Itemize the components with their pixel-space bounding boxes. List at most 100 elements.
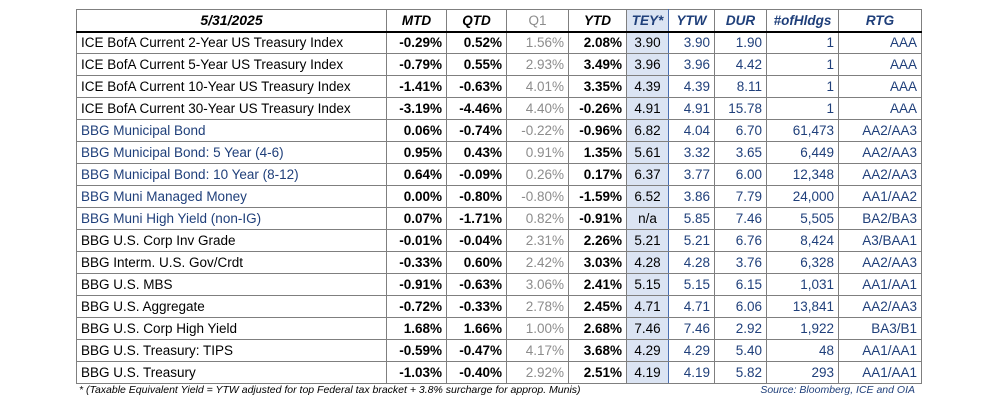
qtd-cell: -0.63% bbox=[446, 75, 507, 98]
dur-cell: 6.06 bbox=[714, 295, 767, 318]
dur-cell: 6.00 bbox=[714, 163, 767, 186]
dur-cell: 7.79 bbox=[714, 185, 767, 208]
qtd-cell: -0.33% bbox=[446, 295, 507, 318]
table-body: ICE BofA Current 2-Year US Treasury Inde… bbox=[76, 31, 922, 384]
mtd-cell: -1.03% bbox=[386, 361, 447, 384]
header-dur: DUR bbox=[714, 9, 767, 33]
qtd-cell: 0.60% bbox=[446, 251, 507, 274]
tey-cell: 5.61 bbox=[626, 141, 669, 164]
tey-cell: 4.39 bbox=[626, 75, 669, 98]
ytd-cell: 2.51% bbox=[568, 361, 627, 384]
rating-cell: AAA bbox=[838, 75, 922, 98]
dur-cell: 7.46 bbox=[714, 207, 767, 230]
qtd-cell: -0.09% bbox=[446, 163, 507, 186]
q1-cell: 1.56% bbox=[506, 31, 569, 54]
q1-cell: 4.40% bbox=[506, 97, 569, 120]
qtd-cell: 0.43% bbox=[446, 141, 507, 164]
dur-cell: 3.65 bbox=[714, 141, 767, 164]
table-row: ICE BofA Current 2-Year US Treasury Inde… bbox=[76, 31, 922, 54]
ytw-cell: 4.28 bbox=[668, 251, 715, 274]
table-row: BBG U.S. Aggregate -0.72% -0.33% 2.78% 2.45%… bbox=[76, 295, 922, 318]
tey-cell: 6.37 bbox=[626, 163, 669, 186]
index-name: BBG U.S. Treasury: TIPS bbox=[76, 339, 387, 362]
qtd-cell: -0.04% bbox=[446, 229, 507, 252]
header-rtg: RTG bbox=[838, 9, 922, 33]
table-row: BBG U.S. MBS -0.91% -0.63% 3.06% 2.41% 5.15 5.… bbox=[76, 273, 922, 296]
ytw-cell: 3.90 bbox=[668, 31, 715, 54]
qtd-cell: -0.47% bbox=[446, 339, 507, 362]
dur-cell: 6.15 bbox=[714, 273, 767, 296]
dur-cell: 1.90 bbox=[714, 31, 767, 54]
ytw-cell: 4.71 bbox=[668, 295, 715, 318]
mtd-cell: -0.29% bbox=[386, 31, 447, 54]
index-name: ICE BofA Current 2-Year US Treasury Inde… bbox=[76, 31, 387, 54]
qtd-cell: -0.80% bbox=[446, 185, 507, 208]
table-row: BBG Municipal Bond: 10 Year (8-12) 0.64% -… bbox=[76, 163, 922, 186]
ytd-cell: 2.45% bbox=[568, 295, 627, 318]
table-row: BBG Muni Managed Money 0.00% -0.80% -0.80% -… bbox=[76, 185, 922, 208]
q1-cell: -0.22% bbox=[506, 119, 569, 142]
index-name: BBG Muni Managed Money bbox=[76, 185, 387, 208]
rating-cell: A3/BAA1 bbox=[838, 229, 922, 252]
table-row: BBG Interm. U.S. Gov/Crdt -0.33% 0.60% 2.42… bbox=[76, 251, 922, 274]
tey-cell: 5.21 bbox=[626, 229, 669, 252]
rating-cell: AAA bbox=[838, 31, 922, 54]
ytw-cell: 4.29 bbox=[668, 339, 715, 362]
rating-cell: AA2/AA3 bbox=[838, 251, 922, 274]
index-returns-table-container: 5/31/2025 MTD QTD Q1 YTD TEY* YTW DUR #o… bbox=[76, 9, 922, 384]
tey-cell: 5.15 bbox=[626, 273, 669, 296]
rating-cell: BA3/B1 bbox=[838, 317, 922, 340]
holdings-cell: 1 bbox=[766, 53, 839, 76]
ytw-cell: 3.32 bbox=[668, 141, 715, 164]
tey-cell: 4.71 bbox=[626, 295, 669, 318]
ytd-cell: 2.08% bbox=[568, 31, 627, 54]
header-holdings: #ofHldgs bbox=[766, 9, 839, 33]
holdings-cell: 6,328 bbox=[766, 251, 839, 274]
qtd-cell: -4.46% bbox=[446, 97, 507, 120]
holdings-cell: 5,505 bbox=[766, 207, 839, 230]
table-row: BBG Municipal Bond: 5 Year (4-6) 0.95% 0.4… bbox=[76, 141, 922, 164]
q1-cell: 2.92% bbox=[506, 361, 569, 384]
header-ytw: YTW bbox=[668, 9, 715, 33]
qtd-cell: -0.63% bbox=[446, 273, 507, 296]
index-name: BBG Municipal Bond: 5 Year (4-6) bbox=[76, 141, 387, 164]
header-mtd: MTD bbox=[386, 9, 447, 33]
mtd-cell: -0.33% bbox=[386, 251, 447, 274]
ytd-cell: 0.17% bbox=[568, 163, 627, 186]
index-name: ICE BofA Current 10-Year US Treasury Ind… bbox=[76, 75, 387, 98]
dur-cell: 5.40 bbox=[714, 339, 767, 362]
mtd-cell: 0.64% bbox=[386, 163, 447, 186]
q1-cell: 2.78% bbox=[506, 295, 569, 318]
mtd-cell: -0.91% bbox=[386, 273, 447, 296]
index-returns-table: 5/31/2025 MTD QTD Q1 YTD TEY* YTW DUR #o… bbox=[76, 9, 922, 384]
dur-cell: 5.82 bbox=[714, 361, 767, 384]
header-q1: Q1 bbox=[506, 9, 569, 33]
ytw-cell: 5.21 bbox=[668, 229, 715, 252]
dur-cell: 6.70 bbox=[714, 119, 767, 142]
holdings-cell: 12,348 bbox=[766, 163, 839, 186]
rating-cell: AA2/AA3 bbox=[838, 295, 922, 318]
footnote: * (Taxable Equivalent Yield = YTW adjust… bbox=[79, 384, 581, 396]
mtd-cell: 0.07% bbox=[386, 207, 447, 230]
dur-cell: 8.11 bbox=[714, 75, 767, 98]
mtd-cell: 0.00% bbox=[386, 185, 447, 208]
ytd-cell: 2.26% bbox=[568, 229, 627, 252]
table-row: ICE BofA Current 30-Year US Treasury Ind… bbox=[76, 97, 922, 120]
table-row: BBG Muni High Yield (non-IG) 0.07% -1.71% 0… bbox=[76, 207, 922, 230]
index-name: ICE BofA Current 5-Year US Treasury Inde… bbox=[76, 53, 387, 76]
header-ytd: YTD bbox=[568, 9, 627, 33]
ytd-cell: 2.68% bbox=[568, 317, 627, 340]
header-tey: TEY* bbox=[626, 9, 669, 33]
table-row: BBG Municipal Bond 0.06% -0.74% -0.22% -0.96… bbox=[76, 119, 922, 142]
dur-cell: 4.42 bbox=[714, 53, 767, 76]
rating-cell: AA2/AA3 bbox=[838, 163, 922, 186]
holdings-cell: 1 bbox=[766, 75, 839, 98]
qtd-cell: 0.55% bbox=[446, 53, 507, 76]
tey-cell: 4.28 bbox=[626, 251, 669, 274]
ytd-cell: -0.91% bbox=[568, 207, 627, 230]
holdings-cell: 61,473 bbox=[766, 119, 839, 142]
table-row: ICE BofA Current 10-Year US Treasury Ind… bbox=[76, 75, 922, 98]
rating-cell: AA1/AA1 bbox=[838, 361, 922, 384]
holdings-cell: 1 bbox=[766, 97, 839, 120]
holdings-cell: 1 bbox=[766, 31, 839, 54]
